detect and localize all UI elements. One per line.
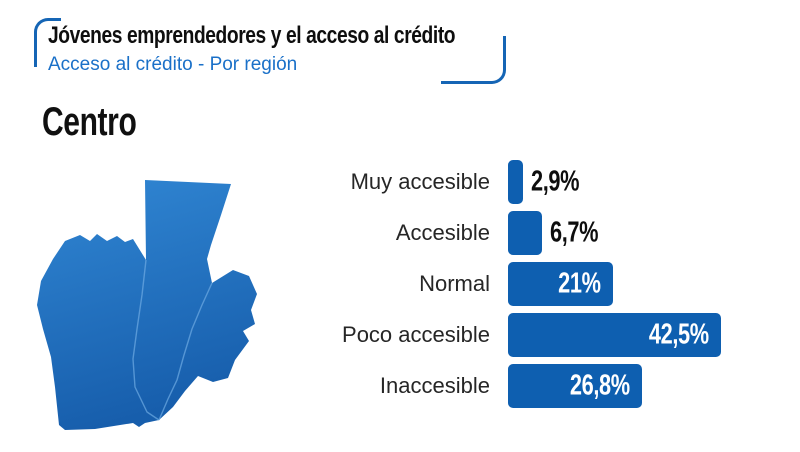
category-label: Accesible [395,220,490,245]
chart-row: Accesible 6,7% [330,211,800,255]
access-bar-chart: Muy accesible 2,9% Accesible 6,7% Normal… [330,160,800,415]
bar-value-label: 2,9% [530,165,579,198]
category-label: Poco accesible [342,322,490,347]
centro-region-map-icon [37,180,257,430]
chart-row: Inaccesible 26,8% [330,364,800,408]
bar-value-label: 26,8% [570,369,630,402]
region-silhouette [37,180,257,430]
title-bracket-right [441,36,506,84]
bar-value-label: 6,7% [549,216,598,249]
bar-accesible: 6,7% [508,211,598,255]
category-label: Normal [419,271,490,296]
bar-value-label: 21% [558,267,602,300]
bar-muy-accesible: 2,9% [508,160,579,204]
page-subtitle: Acceso al crédito - Por región [48,54,298,75]
region-title: Centro [42,100,137,144]
bar-value-label: 42,5% [648,318,709,351]
page-title: Jóvenes emprendedores y el acceso al cré… [48,22,456,49]
title-bracket-left [34,18,61,67]
bar-poco-accesible: 42,5% [508,313,721,357]
chart-row: Muy accesible 2,9% [330,160,800,204]
bar-normal: 21% [508,262,613,306]
bar-inaccesible: 26,8% [508,364,642,408]
category-label: Muy accesible [350,169,490,194]
chart-row: Poco accesible 42,5% [330,313,800,357]
chart-row: Normal 21% [330,262,800,306]
category-label: Inaccesible [379,373,490,398]
province-borders [132,259,213,421]
